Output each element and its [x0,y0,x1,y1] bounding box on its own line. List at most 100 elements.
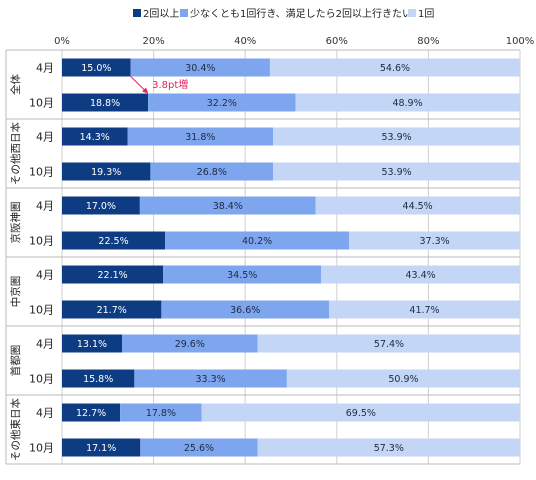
data-label: 12.7% [76,408,106,419]
bar-segment [286,369,520,388]
data-label: 44.5% [403,201,433,212]
data-label: 17.0% [86,201,116,212]
annotation-arrowhead [142,87,149,94]
data-label: 57.4% [374,339,404,350]
bar-segment [62,265,164,284]
bar-segment [273,127,520,146]
group-label: 京阪神圏 [9,202,22,244]
x-tick-label: 100% [506,36,535,47]
data-label: 57.3% [374,443,404,454]
group-label: 全体 [9,74,22,95]
data-label: 21.7% [97,305,127,316]
group-label: 首都圏 [9,345,22,377]
data-label: 13.1% [77,339,107,350]
bar-segment [257,438,520,457]
data-label: 50.9% [388,374,418,385]
legend-label: 1回 [418,8,434,20]
row-label: 4月 [36,200,54,213]
x-tick-label: 60% [326,36,348,47]
bar-segment [140,438,258,457]
bar-segment [62,438,141,457]
bar-segment [161,300,330,319]
data-label: 30.4% [185,63,215,74]
data-label: 54.6% [380,63,410,74]
bar-segment [139,196,316,215]
data-label: 18.8% [90,98,120,109]
data-label: 25.6% [184,443,214,454]
data-label: 22.1% [98,270,128,281]
bar-segment [150,162,274,181]
row-label: 10月 [29,442,54,455]
bar-segment [121,334,258,353]
x-tick-label: 40% [234,36,256,47]
bar-segment [62,93,149,112]
data-label: 41.7% [409,305,439,316]
bar-segment [62,162,151,181]
data-label: 17.1% [86,443,116,454]
data-label: 40.2% [242,236,272,247]
bar-segment [315,196,520,215]
data-label: 19.3% [91,167,121,178]
bar-segment [62,334,122,353]
row-label: 4月 [36,338,54,351]
data-label: 15.0% [81,63,111,74]
bar-segment [62,58,131,77]
data-label: 14.3% [80,132,110,143]
row-label: 10月 [29,373,54,386]
bar-segment [130,58,270,77]
x-tick-label: 20% [142,36,164,47]
x-tick-label: 80% [417,36,439,47]
bar-segment [120,403,202,422]
bar-segment [127,127,274,146]
data-label: 22.5% [98,236,128,247]
data-label: 29.6% [175,339,205,350]
bar-segment [62,300,162,319]
data-label: 33.3% [196,374,226,385]
row-label: 10月 [29,97,54,110]
bar-segment [134,369,287,388]
bar-segment [257,334,521,353]
bar-segment [321,265,520,284]
data-label: 48.9% [392,98,422,109]
row-label: 4月 [36,269,54,282]
x-tick-label: 0% [54,36,70,47]
data-label: 32.2% [207,98,237,109]
data-label: 53.9% [381,132,411,143]
data-label: 53.9% [381,167,411,178]
row-label: 4月 [36,407,54,420]
legend-swatch [180,9,188,17]
data-label: 17.8% [146,408,176,419]
data-label: 31.8% [185,132,215,143]
bar-segment [295,93,520,112]
bar-segment [62,127,128,146]
bar-segment [62,403,121,422]
data-label: 36.6% [230,305,260,316]
row-label: 4月 [36,131,54,144]
bar-segment [62,196,140,215]
bar-segment [62,369,135,388]
bar-segment [163,265,322,284]
data-label: 43.4% [406,270,436,281]
group-label: 中京圏 [9,276,22,308]
data-label: 38.4% [213,201,243,212]
legend-label: 少なくとも1回行き、満足したら2回以上行きたい [190,7,412,20]
bar-segment [201,403,520,422]
bar-segment [62,231,166,250]
data-label: 15.8% [83,374,113,385]
data-label: 34.5% [227,270,257,281]
data-label: 26.8% [197,167,227,178]
bar-segment [349,231,520,250]
legend-swatch [133,9,141,17]
row-label: 4月 [36,62,54,75]
row-label: 10月 [29,304,54,317]
legend-swatch [408,9,416,17]
data-label: 37.3% [419,236,449,247]
data-label: 69.5% [346,408,376,419]
bar-segment [148,93,296,112]
legend-label: 2回以上 [143,8,179,20]
bar-segment [269,58,520,77]
row-label: 10月 [29,166,54,179]
bar-segment [273,162,520,181]
bar-segment [329,300,520,319]
